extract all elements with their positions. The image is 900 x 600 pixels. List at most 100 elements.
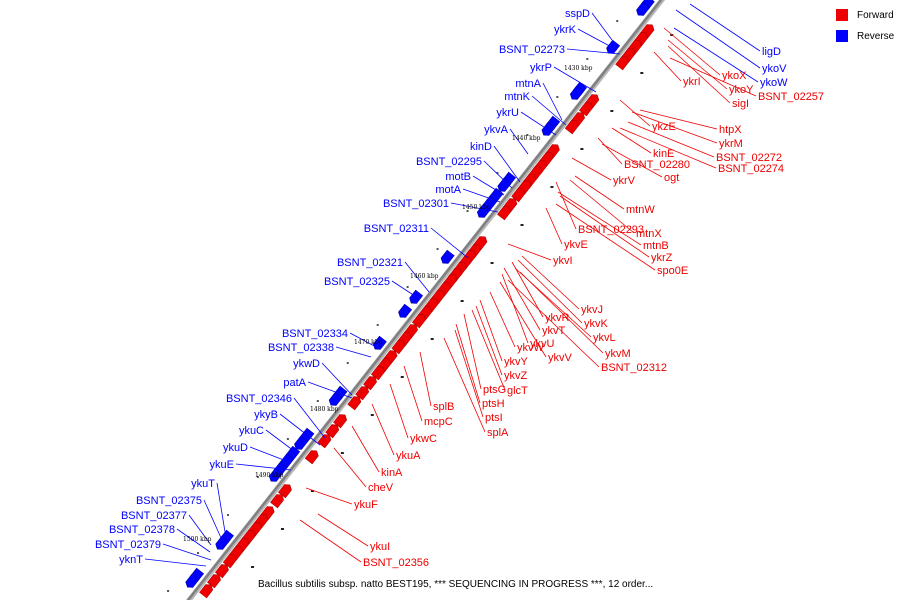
reverse-gene-label: sspD xyxy=(565,8,590,20)
label-leader-lines xyxy=(144,3,761,567)
marker-dash xyxy=(460,300,464,302)
leader-line xyxy=(479,299,503,362)
reverse-gene-label: ykoV xyxy=(762,63,787,75)
forward-gene xyxy=(370,366,385,381)
forward-gene-label: mtnW xyxy=(626,204,655,216)
forward-gene-label: BSNT_02356 xyxy=(363,557,429,569)
marker-dash xyxy=(400,376,404,378)
reverse-gene-label: BSNT_02346 xyxy=(226,393,292,405)
legend-item-forward: Forward xyxy=(836,8,894,22)
leader-line xyxy=(507,279,600,368)
marker-dot xyxy=(406,286,409,288)
leader-line xyxy=(475,305,503,376)
reverse-gene-label: BSNT_02378 xyxy=(109,524,175,536)
leader-line xyxy=(521,255,580,310)
reverse-gene-label: BSNT_02379 xyxy=(95,539,161,551)
marker-dot xyxy=(526,134,529,136)
leader-line xyxy=(663,27,721,76)
forward-gene xyxy=(363,376,377,391)
backbone-line xyxy=(186,0,663,600)
forward-gene-label: ykvR xyxy=(545,312,570,324)
reverse-gene-label: BSNT_02375 xyxy=(136,495,202,507)
leader-line xyxy=(203,499,223,541)
forward-gene-label: ykvM xyxy=(605,348,631,360)
leader-line xyxy=(419,351,432,407)
leader-line xyxy=(611,127,652,154)
forward-gene-label: ykvE xyxy=(564,239,588,251)
reverse-gene-label: kinD xyxy=(470,141,492,153)
forward-gene-label: ogt xyxy=(664,172,679,184)
forward-gene-label: cheV xyxy=(368,482,394,494)
leader-line xyxy=(144,558,207,567)
leader-line xyxy=(455,323,481,404)
reverse-gene xyxy=(497,177,512,192)
forward-gene-label: ykrI xyxy=(683,76,701,88)
forward-gene-label: mtnX xyxy=(636,228,662,240)
forward-gene-label: ykvJ xyxy=(581,304,603,316)
leader-line xyxy=(559,195,650,258)
forward-gene-label: BSNT_02274 xyxy=(718,163,784,175)
leader-line xyxy=(511,261,544,318)
leader-line xyxy=(566,48,621,55)
forward-gene-label: BSNT_02257 xyxy=(758,91,824,103)
reverse-gene-label: BSNT_02377 xyxy=(121,510,187,522)
forward-gene xyxy=(325,424,340,439)
reverse-gene xyxy=(372,335,387,350)
reverse-gene-label: motA xyxy=(435,184,461,196)
leader-line xyxy=(542,82,563,121)
forward-gene-label: BSNT_02272 xyxy=(716,152,782,164)
legend-label-reverse: Reverse xyxy=(857,30,895,42)
forward-gene-label: ptsG xyxy=(483,384,506,396)
reverse-gene-label: ykuT xyxy=(191,478,215,490)
leader-line xyxy=(462,188,501,203)
leader-line xyxy=(557,191,642,246)
leader-line xyxy=(389,383,409,439)
forward-gene xyxy=(355,386,370,401)
marker-dot xyxy=(226,514,229,516)
gene-arrows xyxy=(167,0,674,599)
reverse-gene-label: ykrK xyxy=(554,24,577,36)
leader-line xyxy=(335,346,372,358)
reverse-gene-label: ykrP xyxy=(530,62,552,74)
forward-gene-label: ykoX xyxy=(722,70,747,82)
marker-dot xyxy=(256,476,259,478)
marker-dash xyxy=(280,528,284,530)
forward-gene-label: ykuI xyxy=(370,541,390,553)
reverse-gene xyxy=(440,249,455,264)
scale-tick-label: 1450 kbp xyxy=(462,204,491,211)
forward-gene-label: htpX xyxy=(719,124,742,136)
marker-dash xyxy=(640,72,644,74)
marker-dot xyxy=(556,96,559,98)
forward-gene-label: ykvI xyxy=(553,255,573,267)
marker-dash xyxy=(340,452,344,454)
leader-line xyxy=(265,429,299,455)
forward-gene xyxy=(347,396,362,411)
leader-line xyxy=(555,181,577,230)
forward-gene xyxy=(304,450,319,465)
forward-gene-label: mtnB xyxy=(643,240,669,252)
reverse-gene-label: BSNT_02273 xyxy=(499,44,565,56)
reverse-gene-label: BSNT_02325 xyxy=(324,276,390,288)
marker-dash xyxy=(251,566,255,568)
leader-line xyxy=(675,9,761,69)
marker-dot xyxy=(466,210,469,212)
leader-line xyxy=(176,528,211,553)
leader-line xyxy=(463,313,482,390)
reverse-gene-label: patA xyxy=(283,377,306,389)
forward-gene-label: ykvT xyxy=(542,325,566,337)
leader-line xyxy=(188,514,212,546)
reverse-gene xyxy=(398,303,413,318)
reverse-gene-label: BSNT_02295 xyxy=(416,156,482,168)
forward-gene xyxy=(214,564,229,579)
marker-dot xyxy=(286,438,289,440)
leader-line xyxy=(216,482,227,539)
forward-gene-label: ykvK xyxy=(584,318,609,330)
leader-line xyxy=(501,273,529,344)
reverse-gene-label: ykvA xyxy=(484,124,509,136)
reverse-gene-label: ykuE xyxy=(210,459,234,471)
forward-gene-label: ykuA xyxy=(396,450,421,462)
legend: Forward Reverse xyxy=(836,8,894,50)
marker-dash xyxy=(430,338,434,340)
reverse-gene-label: ykuD xyxy=(223,442,248,454)
forward-gene-label: ykvV xyxy=(548,352,573,364)
